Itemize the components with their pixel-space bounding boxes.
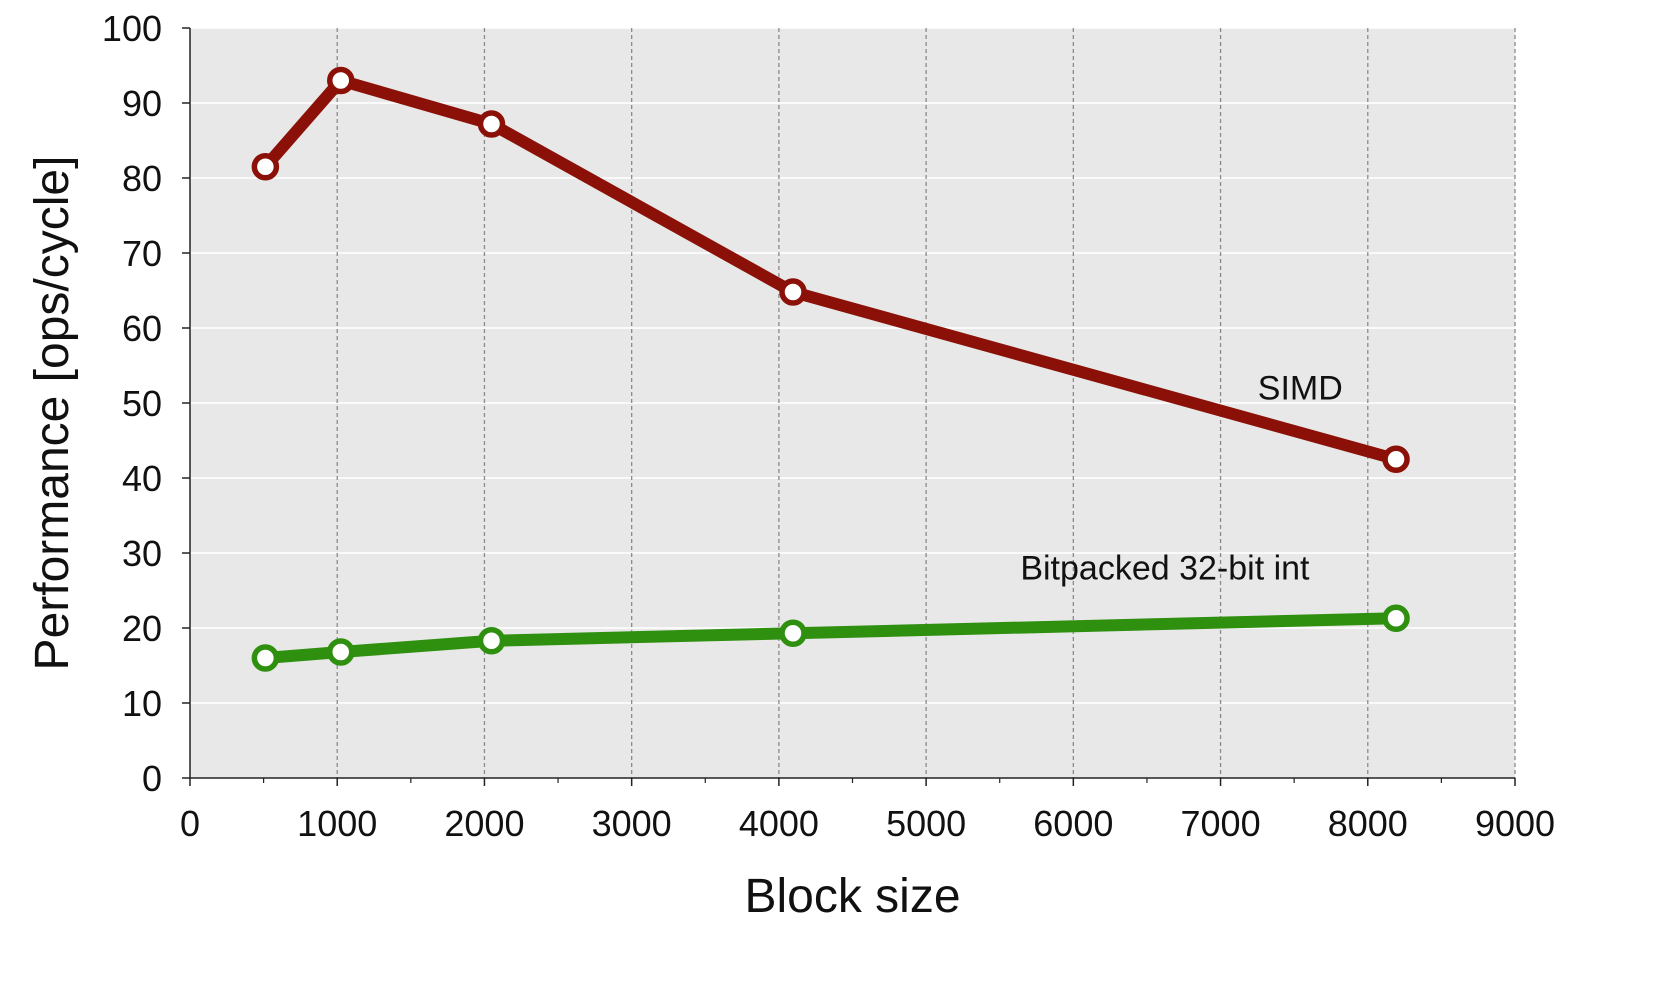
series-label-simd: SIMD xyxy=(1258,369,1343,407)
x-axis-title: Block size xyxy=(744,870,960,923)
data-point xyxy=(1382,445,1410,473)
x-tick-label: 1000 xyxy=(297,803,377,844)
x-tick-label: 3000 xyxy=(592,803,672,844)
y-tick-label: 90 xyxy=(122,83,162,124)
y-axis-title: Performance [ops/cycle] xyxy=(26,156,79,671)
x-tick-label: 5000 xyxy=(886,803,966,844)
data-points xyxy=(251,66,1410,672)
data-point xyxy=(327,638,355,666)
x-tick-label: 8000 xyxy=(1328,803,1408,844)
y-tick-label: 100 xyxy=(102,8,162,49)
y-tick-label: 0 xyxy=(142,758,162,799)
y-tick-label: 80 xyxy=(122,158,162,199)
tick-labels: 0 1000 2000 3000 4000 5000 6000 7000 8000 9000 0 10… xyxy=(102,8,1555,844)
x-tick-label: 2000 xyxy=(444,803,524,844)
y-tick-label: 50 xyxy=(122,383,162,424)
tick-marks xyxy=(182,27,1516,786)
data-point xyxy=(477,110,506,138)
data-point xyxy=(251,644,280,672)
y-tick-label: 30 xyxy=(122,533,162,574)
x-tick-label: 0 xyxy=(180,803,200,844)
y-tick-label: 40 xyxy=(122,458,162,499)
y-tick-label: 70 xyxy=(122,233,162,274)
data-point xyxy=(779,619,807,647)
data-point xyxy=(1382,604,1410,632)
x-tick-label: 7000 xyxy=(1181,803,1261,844)
x-tick-label: 6000 xyxy=(1033,803,1113,844)
data-point xyxy=(327,66,355,95)
series-labels: SIMD Bitpacked 32-bit int xyxy=(1020,369,1342,587)
x-tick-label: 4000 xyxy=(739,803,819,844)
x-tick-label: 9000 xyxy=(1475,803,1555,844)
y-tick-label: 20 xyxy=(122,608,162,649)
data-point xyxy=(477,627,506,655)
y-tick-label: 10 xyxy=(122,683,162,724)
series-label-bitpacked: Bitpacked 32-bit int xyxy=(1020,549,1310,587)
y-tick-label: 60 xyxy=(122,308,162,349)
data-point xyxy=(251,153,280,181)
data-point xyxy=(779,278,807,306)
